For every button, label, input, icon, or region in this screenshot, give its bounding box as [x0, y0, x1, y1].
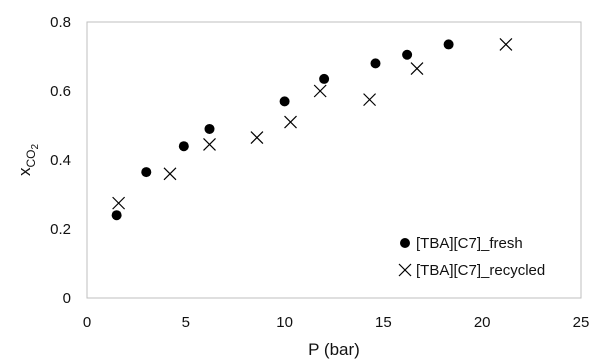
x-tick-label: 25: [573, 314, 590, 331]
legend-label-recycled: [TBA][C7]_recycled: [416, 262, 545, 279]
point-fresh: [370, 58, 381, 69]
data-points: [111, 38, 513, 221]
point-recycled: [284, 115, 297, 129]
point-fresh: [279, 96, 290, 107]
y-tick-label: 0.8: [50, 14, 71, 31]
point-fresh: [204, 123, 215, 134]
legend-label-fresh: [TBA][C7]_fresh: [416, 235, 523, 252]
x-axis-title: P (bar): [308, 340, 360, 359]
point-recycled: [410, 62, 424, 75]
y-tick-label: 0.6: [50, 83, 71, 100]
y-axis-title-sub: CO: [24, 150, 38, 168]
plot-area: [86, 21, 582, 299]
point-fresh: [111, 210, 122, 221]
point-recycled: [112, 196, 126, 210]
point-recycled: [250, 131, 264, 144]
y-axis-title-subsub: 2: [30, 144, 41, 150]
point-recycled: [499, 38, 513, 51]
x-tick-label: 20: [474, 314, 491, 331]
legend-marker-recycled: [398, 263, 412, 277]
x-tick-label: 5: [182, 314, 190, 331]
y-tick-label: 0.4: [50, 152, 71, 169]
x-tick-label: 10: [276, 314, 293, 331]
point-recycled: [163, 167, 177, 181]
y-axis-title: xCO2: [15, 144, 41, 177]
point-recycled: [363, 93, 376, 107]
point-recycled: [203, 138, 216, 151]
point-fresh: [443, 39, 454, 50]
x-tick-label: 0: [83, 314, 91, 331]
x-tick-label: 15: [375, 314, 392, 331]
y-tick-label: 0: [63, 290, 71, 307]
point-recycled: [313, 84, 327, 98]
legend: [TBA][C7]_fresh [TBA][C7]_recycled: [398, 235, 545, 279]
point-fresh: [178, 141, 189, 152]
point-fresh: [402, 49, 413, 60]
x-axis-ticks: 0 5 10 15 20 25: [83, 314, 590, 331]
legend-marker-fresh: [400, 238, 410, 248]
y-tick-label: 0.2: [50, 221, 71, 238]
y-axis-ticks: 0 0.2 0.4 0.6 0.8: [50, 14, 71, 307]
point-fresh: [141, 167, 152, 178]
y-axis-title-main: x: [15, 167, 34, 176]
point-fresh: [319, 73, 330, 84]
